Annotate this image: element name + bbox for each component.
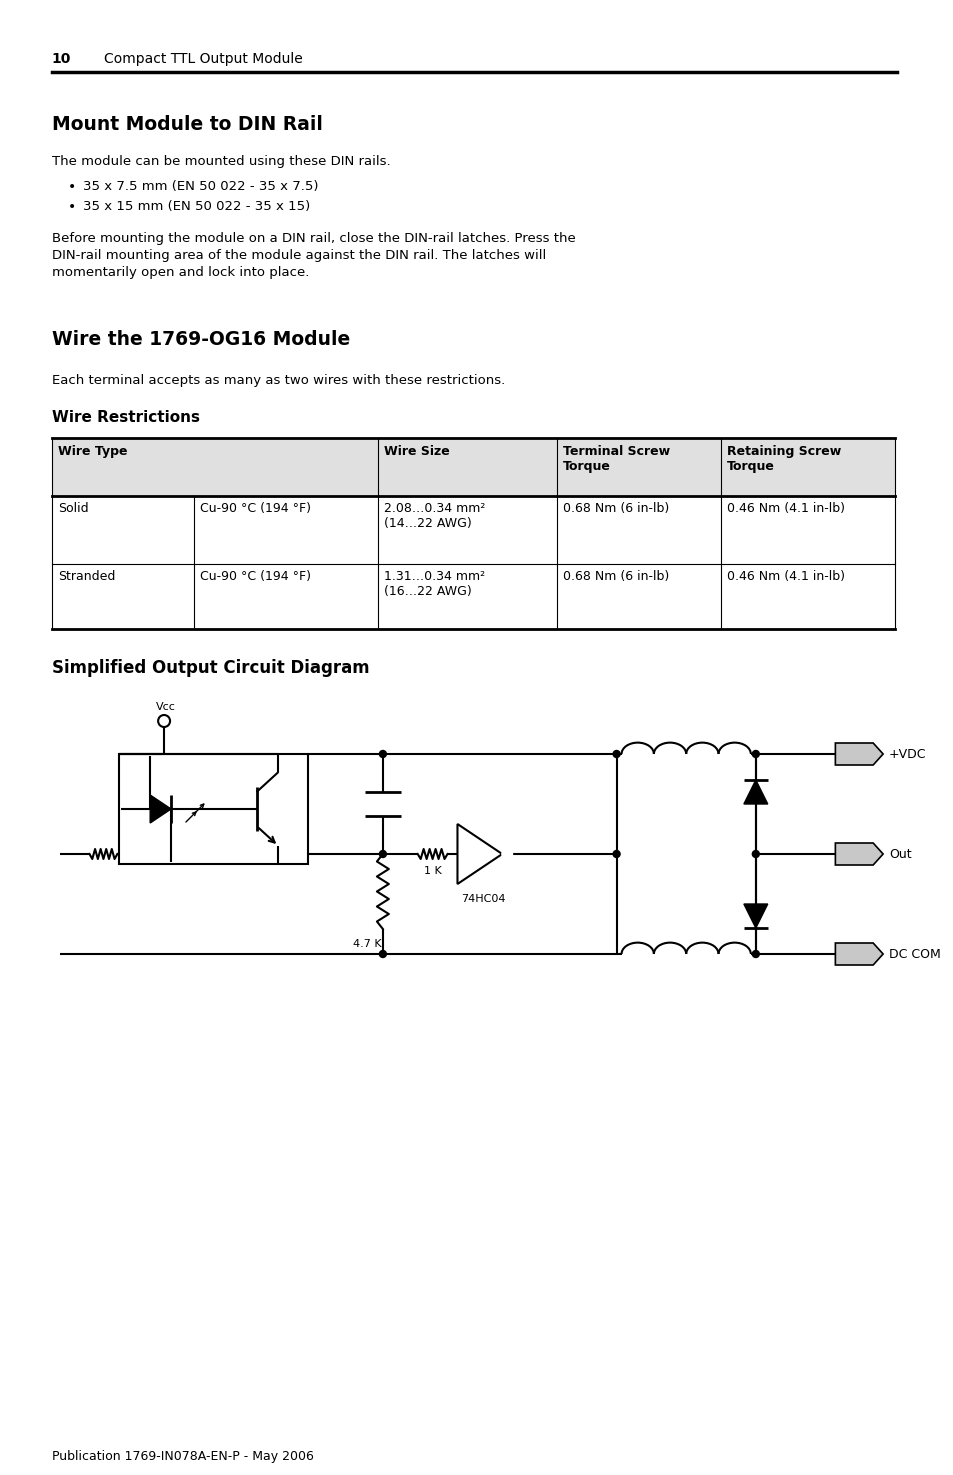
- Text: 0.68 Nm (6 in-lb): 0.68 Nm (6 in-lb): [562, 569, 668, 583]
- Text: Wire Restrictions: Wire Restrictions: [51, 410, 199, 425]
- Text: 10: 10: [51, 52, 71, 66]
- Circle shape: [379, 851, 386, 857]
- Text: Cu-90 °C (194 °F): Cu-90 °C (194 °F): [200, 569, 311, 583]
- Polygon shape: [150, 795, 171, 823]
- Text: 35 x 15 mm (EN 50 022 - 35 x 15): 35 x 15 mm (EN 50 022 - 35 x 15): [83, 201, 310, 212]
- Text: 2.08…0.34 mm²
(14…22 AWG): 2.08…0.34 mm² (14…22 AWG): [383, 502, 485, 530]
- Text: Vcc: Vcc: [156, 702, 175, 712]
- Text: 1.31…0.34 mm²
(16…22 AWG): 1.31…0.34 mm² (16…22 AWG): [383, 569, 484, 597]
- Circle shape: [752, 751, 759, 758]
- Bar: [119, 754, 308, 864]
- Circle shape: [379, 950, 386, 957]
- Polygon shape: [743, 904, 767, 928]
- Text: Wire the 1769-OG16 Module: Wire the 1769-OG16 Module: [51, 330, 350, 350]
- Text: 35 x 7.5 mm (EN 50 022 - 35 x 7.5): 35 x 7.5 mm (EN 50 022 - 35 x 7.5): [83, 180, 317, 193]
- Text: Out: Out: [888, 848, 911, 860]
- Polygon shape: [835, 743, 882, 766]
- Text: Each terminal accepts as many as two wires with these restrictions.: Each terminal accepts as many as two wir…: [51, 375, 504, 386]
- Text: Wire Type: Wire Type: [57, 445, 127, 459]
- Text: Publication 1769-IN078A-EN-P - May 2006: Publication 1769-IN078A-EN-P - May 2006: [51, 1450, 314, 1463]
- Polygon shape: [835, 844, 882, 864]
- Text: momentarily open and lock into place.: momentarily open and lock into place.: [51, 266, 309, 279]
- Text: 0.46 Nm (4.1 in-lb): 0.46 Nm (4.1 in-lb): [726, 502, 844, 515]
- Text: Simplified Output Circuit Diagram: Simplified Output Circuit Diagram: [51, 659, 369, 677]
- Text: DC COM: DC COM: [888, 947, 940, 960]
- Text: Cu-90 °C (194 °F): Cu-90 °C (194 °F): [200, 502, 311, 515]
- Text: 74HC04: 74HC04: [461, 894, 505, 904]
- Text: 0.68 Nm (6 in-lb): 0.68 Nm (6 in-lb): [562, 502, 668, 515]
- Text: Retaining Screw
Torque: Retaining Screw Torque: [726, 445, 841, 473]
- Text: 0.46 Nm (4.1 in-lb): 0.46 Nm (4.1 in-lb): [726, 569, 844, 583]
- Text: Mount Module to DIN Rail: Mount Module to DIN Rail: [51, 115, 322, 134]
- Text: Wire Size: Wire Size: [383, 445, 449, 459]
- Text: Compact TTL Output Module: Compact TTL Output Module: [104, 52, 303, 66]
- Text: +VDC: +VDC: [888, 748, 925, 761]
- Text: 4.7 K: 4.7 K: [353, 940, 381, 948]
- Text: •: •: [68, 201, 76, 214]
- Text: Before mounting the module on a DIN rail, close the DIN-rail latches. Press the: Before mounting the module on a DIN rail…: [51, 232, 575, 245]
- Text: Solid: Solid: [57, 502, 89, 515]
- Text: Terminal Screw
Torque: Terminal Screw Torque: [562, 445, 669, 473]
- Text: 1 K: 1 K: [423, 866, 441, 876]
- Circle shape: [752, 851, 759, 857]
- Text: The module can be mounted using these DIN rails.: The module can be mounted using these DI…: [51, 155, 390, 168]
- Circle shape: [613, 751, 619, 758]
- Text: Stranded: Stranded: [57, 569, 115, 583]
- Circle shape: [501, 850, 512, 858]
- Circle shape: [613, 851, 619, 857]
- Text: •: •: [68, 180, 76, 195]
- Polygon shape: [457, 825, 501, 884]
- Bar: [51, 438, 894, 496]
- Polygon shape: [835, 943, 882, 965]
- Text: DIN-rail mounting area of the module against the DIN rail. The latches will: DIN-rail mounting area of the module aga…: [51, 249, 545, 263]
- Polygon shape: [743, 780, 767, 804]
- Circle shape: [379, 751, 386, 758]
- Circle shape: [752, 950, 759, 957]
